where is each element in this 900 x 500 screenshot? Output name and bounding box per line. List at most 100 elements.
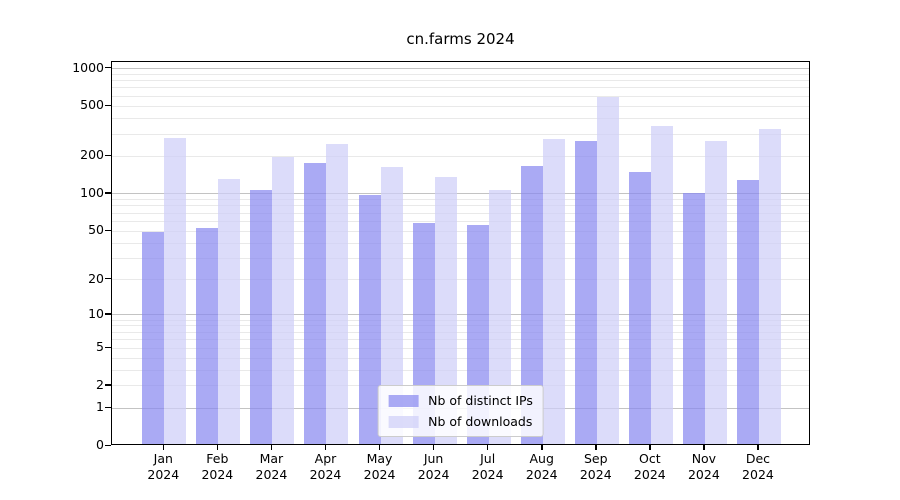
gridline-minor xyxy=(112,80,809,82)
chart-legend: Nb of distinct IPs Nb of downloads xyxy=(377,385,544,437)
gridline-major xyxy=(112,314,809,316)
gridline-minor xyxy=(112,117,809,119)
gridline-minor xyxy=(112,133,809,135)
y-tick-label: 5 xyxy=(96,339,104,355)
gridline-minor xyxy=(112,357,809,359)
bar-downloads-feb xyxy=(218,179,241,444)
x-tick-label: Dec 2024 xyxy=(742,451,774,482)
gridline-minor xyxy=(112,325,809,327)
y-tick-label: 20 xyxy=(88,270,104,286)
x-tick-mark xyxy=(162,445,165,450)
y-tick-label: 10 xyxy=(88,305,104,321)
gridline-minor xyxy=(112,212,809,214)
bar-downloads-jul xyxy=(488,190,511,444)
x-tick-label: Oct 2024 xyxy=(633,451,666,482)
chart-title: cn.farms 2024 xyxy=(406,30,515,48)
bar-downloads-aug xyxy=(542,138,565,444)
y-tick-label: 200 xyxy=(80,147,104,163)
bar-downloads-jan xyxy=(164,137,187,444)
bar-downloads-nov xyxy=(704,140,727,444)
gridline-minor xyxy=(112,347,809,349)
y-tick-mark xyxy=(105,278,111,280)
x-tick-mark xyxy=(216,445,219,450)
x-tick-mark xyxy=(595,445,597,450)
gridline-minor xyxy=(112,369,809,371)
gridline-minor xyxy=(112,155,809,157)
gridline-minor xyxy=(112,339,809,341)
bar-distinct-ips-nov xyxy=(682,193,705,444)
gridline-minor xyxy=(112,331,809,333)
x-tick-label: Jul 2024 xyxy=(471,451,504,482)
x-tick-label: Jun 2024 xyxy=(417,451,450,482)
y-tick-mark xyxy=(105,313,111,315)
bar-downloads-may xyxy=(380,167,403,444)
y-tick-mark xyxy=(105,384,111,386)
bar-distinct-ips-apr xyxy=(304,163,327,444)
y-tick-mark xyxy=(105,346,111,348)
gridline-minor xyxy=(112,242,809,244)
gridline-minor xyxy=(112,230,809,232)
x-tick-label: Sep 2024 xyxy=(579,451,612,482)
legend-label-distinct-ips: Nb of distinct IPs xyxy=(428,393,533,408)
x-tick-label: Aug 2024 xyxy=(525,451,558,482)
legend-swatch-downloads xyxy=(388,415,419,428)
x-tick-mark xyxy=(541,445,543,450)
x-tick-mark xyxy=(433,445,435,450)
gridline-minor xyxy=(112,220,809,222)
x-tick-mark xyxy=(324,445,327,450)
gridline-minor xyxy=(112,257,809,259)
y-tick-mark xyxy=(105,154,111,157)
bar-downloads-jun xyxy=(434,176,457,444)
bar-distinct-ips-mar xyxy=(250,190,273,444)
gridline-minor xyxy=(112,87,809,89)
gridline-minor xyxy=(112,319,809,321)
gridline-minor xyxy=(112,95,809,97)
y-tick-label: 0 xyxy=(96,437,104,452)
x-tick-label: Jan 2024 xyxy=(147,451,180,482)
x-tick-mark xyxy=(649,445,651,450)
x-tick-label: Apr 2024 xyxy=(309,451,342,482)
bar-distinct-ips-aug xyxy=(520,165,543,444)
bar-distinct-ips-may xyxy=(358,194,381,444)
y-tick-mark xyxy=(105,406,111,408)
plot-area: Nb of distinct IPs Nb of downloads xyxy=(111,61,810,445)
gridline-minor xyxy=(112,205,809,207)
x-tick-mark xyxy=(270,445,273,450)
x-tick-mark xyxy=(703,445,705,450)
bar-distinct-ips-jan xyxy=(142,232,165,444)
bar-downloads-dec xyxy=(758,129,781,444)
gridline-minor xyxy=(112,279,809,281)
gridline-minor xyxy=(112,73,809,75)
y-tick-mark xyxy=(105,67,111,69)
bar-downloads-oct xyxy=(650,126,673,444)
y-tick-label: 1 xyxy=(96,399,104,415)
y-tick-label: 2 xyxy=(96,376,104,392)
y-tick-label: 1000 xyxy=(72,59,104,75)
x-tick-mark xyxy=(487,445,489,450)
legend-label-downloads: Nb of downloads xyxy=(428,414,533,429)
bar-distinct-ips-feb xyxy=(196,228,219,444)
bar-distinct-ips-sep xyxy=(574,141,597,444)
bar-downloads-apr xyxy=(326,143,349,444)
gridline-major xyxy=(112,193,809,195)
bar-distinct-ips-oct xyxy=(628,172,651,444)
x-tick-mark xyxy=(757,445,759,450)
x-tick-label: May 2024 xyxy=(363,451,396,482)
y-tick-mark xyxy=(105,192,111,194)
x-tick-label: Feb 2024 xyxy=(201,451,234,482)
legend-swatch-distinct-ips xyxy=(388,394,419,407)
y-tick-mark xyxy=(105,104,111,107)
legend-item-distinct-ips: Nb of distinct IPs xyxy=(388,393,533,408)
y-tick-mark xyxy=(105,229,111,231)
bar-downloads-sep xyxy=(596,97,619,444)
x-tick-mark xyxy=(379,445,381,450)
legend-item-downloads: Nb of downloads xyxy=(388,414,533,429)
x-tick-label: Nov 2024 xyxy=(687,451,720,482)
gridline-minor xyxy=(112,105,809,107)
gridline-minor xyxy=(112,199,809,201)
y-tick-label: 100 xyxy=(80,184,104,200)
x-tick-label: Mar 2024 xyxy=(255,451,288,482)
y-tick-label: 500 xyxy=(80,97,104,113)
gridline-major xyxy=(112,68,809,69)
